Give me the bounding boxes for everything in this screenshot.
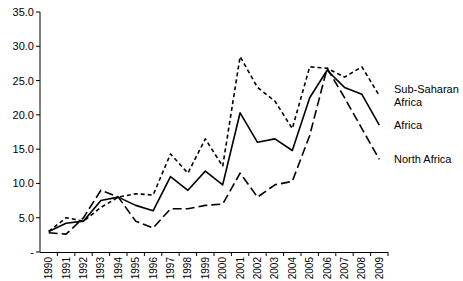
x-tick <box>283 252 284 256</box>
x-tick-label: 1994 <box>113 257 124 280</box>
y-tick-label: - <box>30 246 34 258</box>
y-axis <box>40 12 41 252</box>
x-tick <box>370 252 371 256</box>
y-tick-label: 5.0 <box>19 212 34 224</box>
x-tick <box>74 252 75 256</box>
series-label: Sub-SaharanAfrica <box>394 83 459 108</box>
series-label-line: Sub-Saharan <box>394 83 459 95</box>
series-label-line: Africa <box>394 96 423 108</box>
x-tick <box>231 252 232 256</box>
x-tick <box>161 252 162 256</box>
x-tick-label: 1997 <box>165 257 176 280</box>
x-tick-label: 2006 <box>322 257 333 280</box>
x-tick-label: 1996 <box>148 257 159 280</box>
y-tick <box>36 217 40 218</box>
x-tick-label: 1990 <box>43 257 54 280</box>
y-tick <box>36 80 40 81</box>
x-tick-label: 1995 <box>130 257 141 280</box>
series-group <box>49 57 380 235</box>
x-tick-label: 2007 <box>339 257 350 280</box>
y-tick <box>36 46 40 47</box>
x-tick <box>266 252 267 256</box>
y-tick <box>36 12 40 13</box>
x-tick-label: 2003 <box>269 257 280 280</box>
x-tick <box>144 252 145 256</box>
series-label-line: North Africa <box>394 153 452 165</box>
chart: - 5.0 10.0 15.0 20.0 25.0 30.0 35.0 1990 1991 1992… <box>0 0 463 281</box>
y-tick <box>36 183 40 184</box>
x-tick <box>248 252 249 256</box>
x-tick-label: 1992 <box>78 257 89 280</box>
series-line <box>49 70 380 231</box>
series-label: Africa <box>394 119 423 131</box>
y-tick-label: 25.0 <box>13 75 34 87</box>
x-tick-label: 2008 <box>356 257 367 280</box>
x-tick-label: 2009 <box>374 257 385 280</box>
y-tick <box>36 114 40 115</box>
x-tick <box>388 252 389 256</box>
x-tick-label: 1993 <box>95 257 106 280</box>
y-tick-label: 20.0 <box>13 109 34 121</box>
x-tick <box>196 252 197 256</box>
series-line <box>49 68 380 234</box>
y-tick-label: 15.0 <box>13 143 34 155</box>
x-tick <box>109 252 110 256</box>
x-tick <box>353 252 354 256</box>
y-tick-label: 35.0 <box>13 6 34 18</box>
x-tick <box>318 252 319 256</box>
series-label-line: Africa <box>394 119 423 131</box>
x-tick <box>57 252 58 256</box>
x-tick <box>301 252 302 256</box>
x-tick-label: 2005 <box>304 257 315 280</box>
x-tick <box>92 252 93 256</box>
x-tick <box>127 252 128 256</box>
x-tick-label: 1998 <box>182 257 193 280</box>
y-tick <box>36 252 40 253</box>
x-tick <box>214 252 215 256</box>
x-tick-label: 2001 <box>235 257 246 280</box>
x-tick-label: 2000 <box>217 257 228 280</box>
x-tick-label: 2002 <box>252 257 263 280</box>
y-tick-label: 10.0 <box>13 177 34 189</box>
y-tick <box>36 149 40 150</box>
x-tick-label: 2004 <box>287 257 298 280</box>
series-label: North Africa <box>394 153 452 165</box>
x-tick <box>179 252 180 256</box>
x-tick-label: 1999 <box>200 257 211 280</box>
x-tick <box>335 252 336 256</box>
x-tick-label: 1991 <box>61 257 72 280</box>
y-tick-label: 30.0 <box>13 40 34 52</box>
